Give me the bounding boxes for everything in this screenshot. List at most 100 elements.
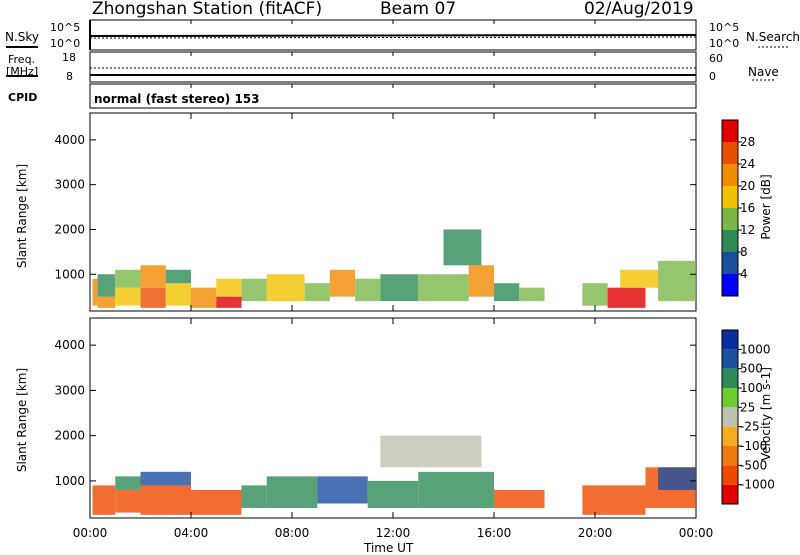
power-cell xyxy=(97,296,116,308)
power-cell xyxy=(519,287,545,302)
velocity-colorbar-segment xyxy=(722,388,738,408)
power-cell xyxy=(494,283,520,302)
power-cell xyxy=(304,283,330,302)
freq-label: Freq. xyxy=(8,53,36,66)
velocity-cell xyxy=(140,471,191,486)
x-axis-label: Time UT xyxy=(364,541,414,555)
velocity-cell xyxy=(266,476,318,509)
power-cell xyxy=(140,287,166,308)
cpid-text: normal (fast stereo) 153 xyxy=(94,92,260,106)
time-tick-label: 04:00 xyxy=(174,526,209,540)
velocity-colorbar-segment xyxy=(722,368,738,388)
velocity-cell xyxy=(317,476,368,504)
velocity-cell xyxy=(140,485,191,515)
velocity-cell xyxy=(115,489,141,513)
velocity-ytick-label: 3000 xyxy=(54,383,85,397)
power-colorbar-segment xyxy=(722,208,738,230)
velocity-colorbar-tick-label: 500 xyxy=(740,362,763,376)
nsearch-trace xyxy=(89,36,697,39)
power-cell xyxy=(266,274,305,302)
velocity-colorbar-frame xyxy=(721,329,739,505)
power-cell xyxy=(658,260,696,302)
power-colorbar-segment xyxy=(722,164,738,186)
velocity-cell xyxy=(582,485,646,515)
nave-label: Nave xyxy=(748,65,779,79)
velocity-colorbar-tick-label: 25 xyxy=(740,400,755,414)
power-colorbar-tick-label: 8 xyxy=(740,245,748,259)
velocity-colorbar-tick-label: -500 xyxy=(740,458,767,472)
power-ytick-label: 3000 xyxy=(54,178,85,192)
velocity-cell xyxy=(367,480,419,509)
power-cell xyxy=(582,283,608,306)
beam-label: Beam 07 xyxy=(380,0,457,19)
velocity-cell xyxy=(418,471,494,509)
cpid-label: CPID xyxy=(8,91,38,104)
nsearch-tick-high: 10^5 xyxy=(709,21,740,34)
power-cell xyxy=(97,274,116,297)
power-ytick-label: 4000 xyxy=(54,133,85,147)
power-colorbar-segment xyxy=(722,230,738,252)
velocity-colorbar-tick-label: 100 xyxy=(740,381,763,395)
velocity-cell xyxy=(380,435,482,468)
colorbars: 4 8 12 16 20 24 28 1000 500 100 25 -25 -100 -500 -1000 xyxy=(721,119,775,505)
velocity-cell xyxy=(241,485,267,509)
power-colorbar-segment xyxy=(722,274,738,296)
power-colorbar-segment xyxy=(722,252,738,274)
power-cell xyxy=(355,278,381,302)
power-cell xyxy=(443,229,482,266)
axis-ticks: 1000 2000 3000 4000 1000 2000 3000 4000 00:00 04:… xyxy=(54,20,713,540)
time-tick-label: 16:00 xyxy=(477,526,512,540)
nsky-trace xyxy=(89,34,697,37)
velocity-colorbar-segment xyxy=(722,407,738,427)
power-cell xyxy=(468,265,494,297)
velocity-cell xyxy=(494,489,545,509)
velocity-ytick-label: 2000 xyxy=(54,429,85,443)
power-cell xyxy=(329,269,356,297)
time-tick-label: 00:00 xyxy=(679,526,714,540)
velocity-colorbar-tick-label: -1000 xyxy=(740,478,775,492)
power-colorbar-tick-label: 12 xyxy=(740,223,755,237)
power-cell xyxy=(140,265,166,288)
velocity-ytick-label: 1000 xyxy=(54,474,85,488)
power-colorbar-segment xyxy=(722,186,738,208)
power-cell xyxy=(241,278,267,302)
nsky-label: N.Sky xyxy=(5,30,40,44)
velocity-cell xyxy=(92,485,116,515)
power-cell xyxy=(191,287,217,308)
power-cell xyxy=(115,269,141,288)
velocity-heatmap xyxy=(92,435,696,515)
freq-panel xyxy=(89,51,697,83)
power-ytick-label: 1000 xyxy=(54,267,85,281)
velocity-colorbar-tick-label: -100 xyxy=(740,439,767,453)
power-colorbar-tick-label: 20 xyxy=(740,179,755,193)
velocity-cell xyxy=(658,467,696,490)
velocity-colorbar-segment xyxy=(722,349,738,369)
velocity-colorbar-segment xyxy=(722,465,738,485)
velocity-cell xyxy=(115,476,141,490)
power-colorbar-segment xyxy=(722,142,738,164)
velocity-colorbar-segment xyxy=(722,446,738,466)
nsearch-label: N.Search xyxy=(746,30,800,44)
power-colorbar-segment xyxy=(722,120,738,142)
power-colorbar-tick-label: 16 xyxy=(740,201,755,215)
nsearch-tick-low: 10^0 xyxy=(709,37,740,50)
freq-tick-low: 8 xyxy=(66,70,73,83)
power-colorbar-tick-label: 28 xyxy=(740,135,755,149)
velocity-colorbar-segment xyxy=(722,330,738,350)
nsky-tick-high: 10^5 xyxy=(50,21,81,34)
nave-tick-high: 60 xyxy=(709,52,723,65)
freq-tick-high: 18 xyxy=(62,51,76,64)
velocity-colorbar-segment xyxy=(722,426,738,446)
time-tick-label: 00:00 xyxy=(73,526,108,540)
power-ytick-label: 2000 xyxy=(54,222,85,236)
velocity-colorbar-tick-label: 1000 xyxy=(740,342,771,356)
velocity-colorbar-segment xyxy=(722,484,738,504)
freq-unit-label: [MHz] xyxy=(6,65,39,78)
power-cell xyxy=(92,278,98,306)
power-cell xyxy=(607,287,646,308)
power-cell xyxy=(216,296,242,308)
power-colorbar-tick-label: 4 xyxy=(740,267,748,281)
velocity-colorbar-tick-label: -25 xyxy=(740,420,760,434)
velocity-ytick-label: 4000 xyxy=(54,338,85,352)
